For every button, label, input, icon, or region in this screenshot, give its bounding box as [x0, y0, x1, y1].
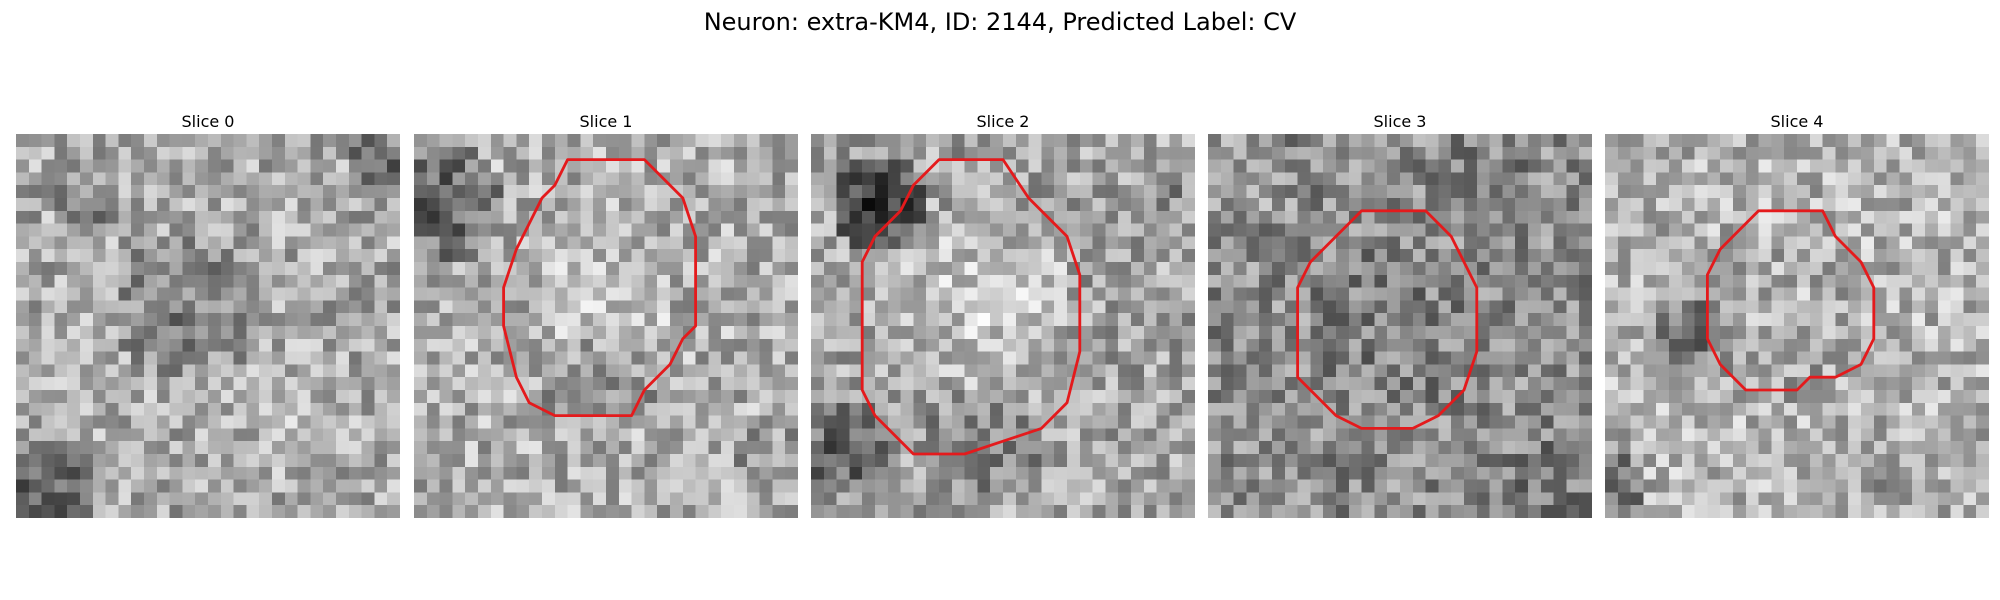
slice-title: Slice 3	[1373, 112, 1427, 131]
slice-title: Slice 0	[181, 112, 235, 131]
segmentation-contour	[1705, 209, 1876, 392]
contour-overlay	[1705, 209, 1876, 392]
slice-panel: Slice 2	[811, 110, 1195, 518]
segmentation-contour	[1296, 209, 1479, 430]
slice-panel: Slice 4	[1605, 110, 1989, 518]
figure-title: Neuron: extra-KM4, ID: 2144, Predicted L…	[703, 8, 1297, 36]
slice-image	[16, 134, 400, 518]
slice-title: Slice 2	[976, 112, 1030, 131]
slice-panel: Slice 3	[1208, 110, 1592, 518]
slice-image	[414, 134, 798, 518]
contour-overlay	[502, 158, 698, 418]
segmentation-contour	[860, 158, 1082, 456]
slice-image	[811, 134, 1195, 518]
contour-overlay	[1296, 209, 1479, 430]
slice-image	[1605, 134, 1989, 518]
contour-overlay	[16, 134, 400, 518]
slice-title: Slice 1	[579, 112, 633, 131]
segmentation-contour	[502, 158, 698, 418]
contour-overlay	[860, 158, 1082, 456]
slice-panel: Slice 1	[414, 110, 798, 518]
slice-panel: Slice 0	[16, 110, 400, 518]
slice-title: Slice 4	[1770, 112, 1824, 131]
slice-image	[1208, 134, 1592, 518]
